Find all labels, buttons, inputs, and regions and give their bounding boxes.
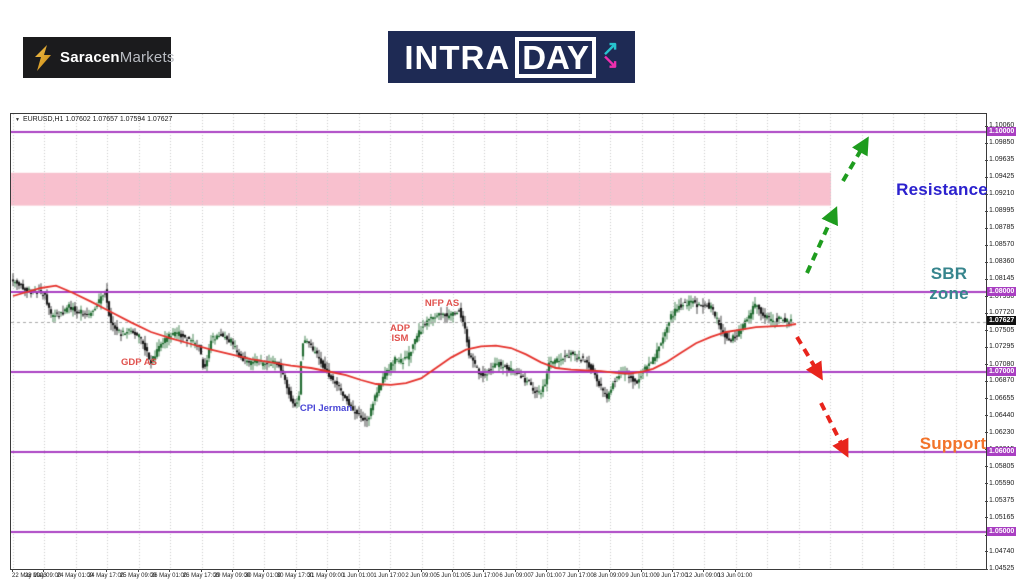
time-axis-label: 23 May 09:00 (24, 573, 62, 579)
time-axis-label: 9 Jun 01:00 (625, 573, 657, 579)
time-axis-tick-mark (201, 569, 202, 572)
time-axis-label: 13 Jun 01:00 (717, 573, 753, 579)
time-axis-label: 8 Jun 09:00 (593, 573, 625, 579)
price-axis-tick: 1.07720 (984, 309, 1015, 317)
candlestick-chart-canvas[interactable] (11, 114, 986, 569)
time-axis-tick-mark (703, 569, 704, 572)
chart-frame: GDP AS ADP ISM NFP AS CPI Jerman Resistance S… (10, 113, 988, 570)
price-axis-tick: 1.07930 (984, 292, 1015, 300)
time-axis-label: 30 May 17:00 (276, 573, 314, 579)
time-axis-tick-mark (263, 569, 264, 572)
saracen-s-icon (35, 44, 51, 71)
price-axis-tick: 1.06655 (984, 394, 1015, 402)
chart-title-text: EURUSD,H1 1.07602 1.07657 1.07594 1.0762… (22, 116, 173, 123)
time-axis-tick-mark (672, 569, 673, 572)
price-axis: 1.10060 1.09850 1.09635 1.09425 1.09210 1.089… (984, 113, 1024, 575)
price-axis-tick: 1.05590 (984, 479, 1015, 487)
time-axis-label: 22 May 2023 (12, 573, 47, 579)
time-axis-tick-mark (421, 569, 422, 572)
time-axis-label: 29 May 09:00 (213, 573, 251, 579)
symbol-dropdown-icon[interactable]: ▼ (15, 116, 20, 123)
price-axis-tick: 1.08145 (984, 275, 1015, 283)
intraday-arrows-icon: ↗ ↘ (601, 38, 619, 73)
time-axis-tick-mark (138, 569, 139, 572)
time-axis-tick-mark (169, 569, 170, 572)
price-level-badge: 1.10000 (987, 126, 1017, 136)
price-axis-tick: 1.05375 (984, 497, 1015, 504)
price-axis-tick: 1.04740 (984, 547, 1015, 555)
time-axis-tick-mark (232, 569, 233, 572)
time-axis-label: 25 May 09:00 (119, 573, 157, 579)
price-axis-tick: 1.10060 (984, 122, 1014, 130)
price-axis-tick: 1.06230 (984, 428, 1015, 436)
price-axis-tick: 1.09850 (984, 139, 1015, 146)
current-price-badge: 1.07627 (987, 316, 1017, 326)
time-axis-label: 31 May 09:00 (307, 573, 345, 579)
time-axis-tick-mark (735, 569, 736, 572)
time-axis-tick-mark (578, 569, 579, 572)
page-header: SaracenMarkets INTRA DAY ↗ ↘ (0, 0, 1024, 110)
saracen-brand-text: SaracenMarkets (60, 49, 175, 66)
time-axis-tick-mark (546, 569, 547, 572)
price-level-badge: 1.07000 (987, 366, 1017, 376)
time-axis-label: 26 May 01:00 (150, 573, 188, 579)
time-axis-tick-mark (12, 569, 13, 572)
price-axis-tick: 1.06440 (984, 411, 1015, 419)
price-axis-tick: 1.09425 (984, 173, 1015, 180)
time-axis-tick-mark (106, 569, 107, 572)
time-axis-label: 7 Jun 01:00 (530, 573, 562, 579)
time-axis: 22 May 2023 23 May 09:00 24 May 01:00 24 Ma… (0, 569, 1024, 585)
time-axis-tick-mark (326, 569, 327, 572)
time-axis-tick-mark (358, 569, 359, 572)
price-axis-tick: 1.07080 (984, 360, 1015, 368)
time-axis-tick-mark (295, 569, 296, 572)
price-axis-tick: 1.04525 (984, 565, 1015, 572)
price-axis-tick: 1.08570 (984, 241, 1015, 249)
price-axis-tick: 1.05165 (984, 513, 1015, 521)
price-axis-tick: 1.08995 (984, 207, 1015, 215)
price-axis-tick: 1.09210 (984, 190, 1015, 198)
price-level-badge: 1.06000 (987, 446, 1017, 456)
intraday-text: INTRA (404, 38, 511, 76)
price-axis-tick: 1.06870 (984, 377, 1015, 385)
time-axis-tick-mark (75, 569, 76, 572)
up-arrow-glyph: ↗ (601, 38, 619, 60)
time-axis-label: 2 Jun 09:00 (405, 573, 437, 579)
chart-title-bar[interactable]: ▼ EURUSD,H1 1.07602 1.07657 1.07594 1.07… (15, 116, 172, 123)
time-axis-label: 5 Jun 01:00 (436, 573, 468, 579)
time-axis-tick-mark (641, 569, 642, 572)
time-axis-label: 5 Jun 17:00 (467, 573, 499, 579)
price-level-badge: 1.08000 (987, 286, 1017, 296)
time-axis-tick-mark (43, 569, 44, 572)
time-axis-label: 12 Jun 09:00 (685, 573, 721, 579)
time-axis-label: 1 Jun 01:00 (342, 573, 374, 579)
time-axis-tick-mark (452, 569, 453, 572)
time-axis-label: 7 Jun 17:00 (562, 573, 594, 579)
time-axis-label: 26 May 17:00 (182, 573, 220, 579)
price-axis-tick: 1.07505 (984, 326, 1015, 334)
time-axis-tick-mark (515, 569, 516, 572)
time-axis-tick-mark (483, 569, 484, 572)
time-axis-tick-mark (609, 569, 610, 572)
time-axis-label: 6 Jun 09:00 (499, 573, 531, 579)
time-axis-label: 9 Jun 17:00 (656, 573, 688, 579)
time-axis-label: 24 May 01:00 (56, 573, 94, 579)
time-axis-tick-mark (389, 569, 390, 572)
intraday-logo: INTRA DAY ↗ ↘ (388, 31, 635, 83)
saracen-brand-light: Markets (119, 49, 175, 66)
price-level-badge: 1.05000 (987, 526, 1017, 536)
time-axis-label: 24 May 17:00 (87, 573, 125, 579)
price-axis-tick: 1.09635 (984, 156, 1015, 164)
price-axis-tick: 1.08785 (984, 224, 1015, 232)
saracen-markets-logo: SaracenMarkets (23, 37, 174, 78)
intraday-day-box: DAY (515, 36, 596, 78)
time-axis-label: 1 Jun 17:00 (373, 573, 405, 579)
time-axis-label: 30 May 01:00 (244, 573, 282, 579)
saracen-brand-bold: Saracen (60, 49, 120, 66)
down-arrow-glyph: ↘ (601, 51, 619, 73)
price-axis-tick: 1.07295 (984, 343, 1015, 351)
price-axis-tick: 1.05805 (984, 462, 1015, 470)
price-axis-tick: 1.08360 (984, 258, 1015, 266)
